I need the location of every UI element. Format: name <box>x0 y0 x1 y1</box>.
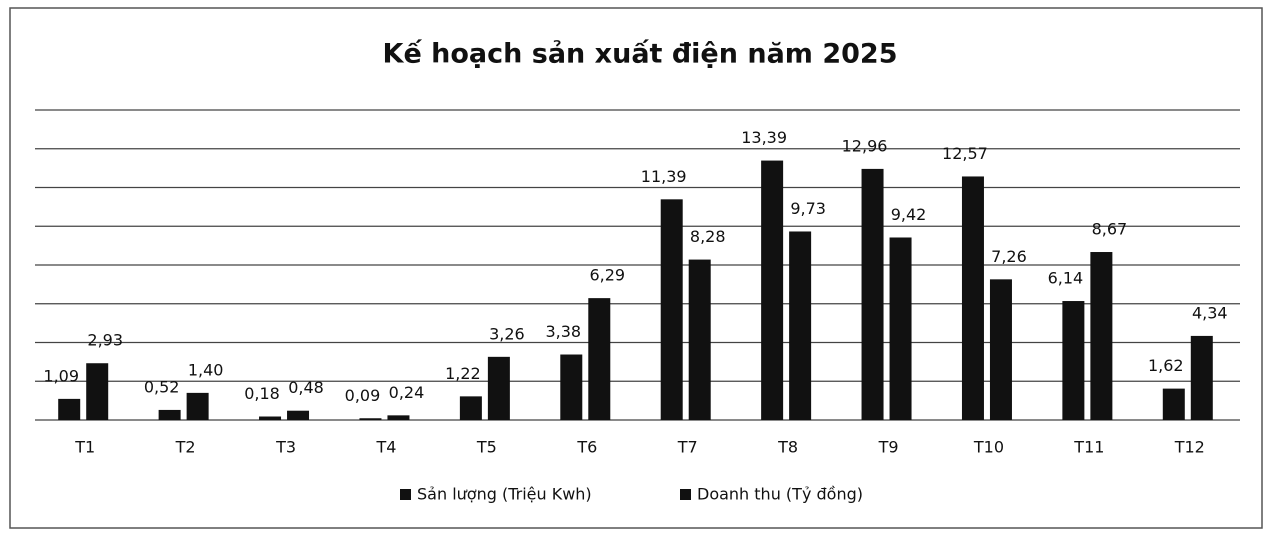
data-label: 6,29 <box>589 266 625 285</box>
data-label: 8,28 <box>690 227 726 246</box>
bar <box>861 168 884 420</box>
data-label: 2,93 <box>87 331 123 350</box>
bar <box>588 298 611 420</box>
legend-swatch <box>680 489 691 500</box>
bar <box>961 176 984 420</box>
x-tick-label: T11 <box>1073 438 1104 457</box>
data-label: 13,39 <box>741 128 787 147</box>
data-label: 0,52 <box>144 377 180 396</box>
data-label: 1,40 <box>188 360 224 379</box>
bar <box>359 418 382 420</box>
x-tick-label: T1 <box>74 438 95 457</box>
bar <box>761 160 784 420</box>
chart-title: Kế hoạch sản xuất điện năm 2025 <box>383 39 898 70</box>
bar <box>86 363 109 420</box>
legend-label: Doanh thu (Tỷ đồng) <box>697 485 863 504</box>
legend-swatch <box>400 489 411 500</box>
bar <box>660 199 683 420</box>
data-label: 12,57 <box>942 144 988 163</box>
bar <box>1062 301 1085 420</box>
x-tick-label: T6 <box>576 438 597 457</box>
data-label: 0,24 <box>389 383 425 402</box>
x-tick-label: T2 <box>175 438 196 457</box>
bar <box>387 415 410 420</box>
legend-label: Sản lượng (Triệu Kwh) <box>417 485 592 504</box>
data-label: 9,73 <box>790 199 826 218</box>
bar <box>789 231 812 420</box>
data-label: 4,34 <box>1192 303 1228 322</box>
bar <box>259 416 282 420</box>
data-label: 9,42 <box>891 205 927 224</box>
data-label: 1,09 <box>43 366 79 385</box>
chart-frame <box>9 7 1263 529</box>
data-label: 12,96 <box>842 136 888 155</box>
x-tick-label: T4 <box>375 438 396 457</box>
bar <box>158 409 181 420</box>
bar <box>487 356 510 420</box>
bar <box>688 259 711 420</box>
data-label: 3,38 <box>545 322 581 341</box>
data-label: 6,14 <box>1048 269 1084 288</box>
bar <box>889 237 912 420</box>
data-label: 0,09 <box>345 386 381 405</box>
bar <box>560 354 583 420</box>
bar <box>287 410 310 420</box>
x-tick-label: T3 <box>275 438 296 457</box>
x-tick-label: T8 <box>777 438 798 457</box>
data-label: 7,26 <box>991 247 1027 266</box>
data-label: 11,39 <box>641 167 687 186</box>
x-tick-label: T7 <box>677 438 698 457</box>
data-label: 8,67 <box>1092 220 1128 239</box>
bar <box>1190 335 1213 420</box>
data-label: 0,48 <box>288 378 324 397</box>
x-tick-label: T5 <box>476 438 497 457</box>
data-label: 3,26 <box>489 324 525 343</box>
bar <box>186 392 209 420</box>
x-tick-label: T10 <box>973 438 1004 457</box>
data-label: 1,62 <box>1148 356 1184 375</box>
bar <box>989 279 1012 420</box>
x-tick-label: T12 <box>1174 438 1205 457</box>
bar <box>1090 252 1113 420</box>
bar <box>58 398 81 420</box>
data-label: 1,22 <box>445 364 481 383</box>
bar <box>459 396 482 420</box>
bar <box>1162 388 1185 420</box>
x-tick-label: T9 <box>878 438 899 457</box>
data-label: 0,18 <box>244 384 280 403</box>
